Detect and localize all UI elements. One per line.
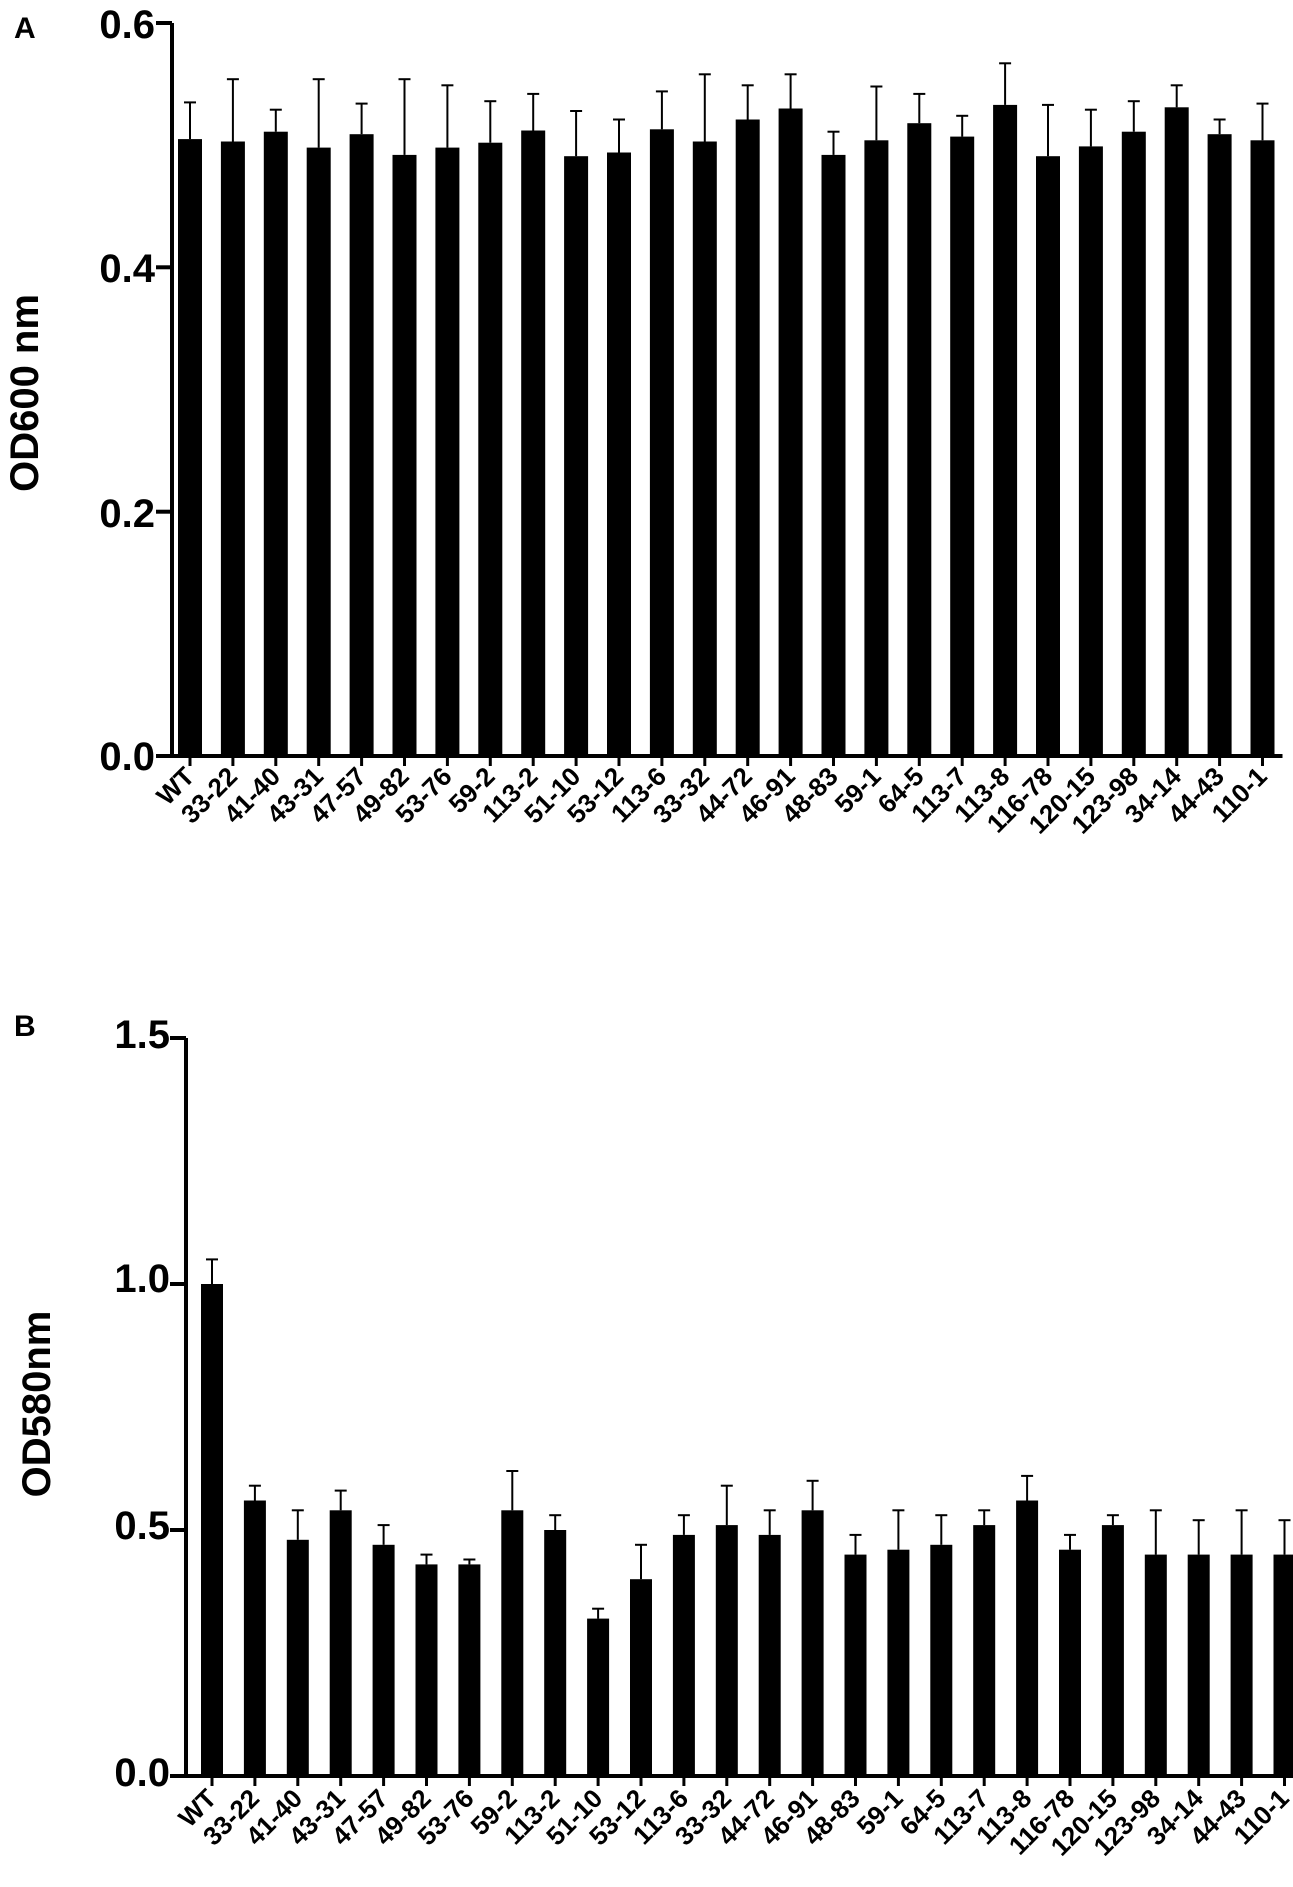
bar <box>1187 1554 1210 1776</box>
bar <box>564 156 589 756</box>
panel-b-y-tick-label: 1.5 <box>114 1013 170 1057</box>
bar <box>458 1564 481 1776</box>
bar <box>630 1579 652 1776</box>
bar <box>1078 146 1103 756</box>
bar <box>1230 1554 1253 1776</box>
panel-b-y-axis-label: OD580nm <box>15 1311 59 1498</box>
bar <box>435 147 460 757</box>
bar <box>1059 1549 1081 1776</box>
bar <box>201 1284 223 1776</box>
panel-a-y-ticks: 0.0 0.2 0.4 0.6 <box>99 3 155 779</box>
bar <box>1164 107 1189 757</box>
bar <box>887 1549 910 1776</box>
panel-b-x-tick-labels: WT33-2241-4043-3147-5749-8253-7659-2113-… <box>172 1783 1293 1862</box>
bar <box>178 139 202 757</box>
bar <box>758 1534 781 1776</box>
bar <box>286 1539 309 1776</box>
bar <box>1250 140 1275 757</box>
bar <box>415 1564 438 1776</box>
panel-a-y-tick-label: 0.0 <box>99 735 155 779</box>
bar <box>821 154 846 756</box>
bar <box>1121 131 1146 756</box>
panel-b-error-bars <box>206 1258 1291 1619</box>
panel-b-bars <box>201 1284 1293 1776</box>
panel-a-axes <box>156 21 1283 766</box>
bar <box>478 142 503 756</box>
bar <box>973 1525 996 1776</box>
bar <box>263 131 288 756</box>
panel-b-letter: B <box>14 1010 36 1043</box>
bar <box>306 147 331 757</box>
bar <box>1036 156 1060 756</box>
panel-a-y-tick-label: 0.2 <box>99 492 155 536</box>
bar <box>715 1525 738 1776</box>
panel-a-y-tick-label: 0.4 <box>99 247 155 291</box>
bar <box>950 136 975 757</box>
bar <box>672 1534 695 1776</box>
bar <box>735 119 760 756</box>
bar <box>1101 1525 1124 1776</box>
panel-a-error-bars <box>184 62 1269 157</box>
panel-b-y-tick-label: 0.5 <box>114 1504 170 1548</box>
bar <box>1016 1500 1039 1776</box>
panel-b-y-tick-label: 1.0 <box>114 1257 170 1301</box>
bar <box>1273 1554 1293 1776</box>
bar <box>801 1510 824 1776</box>
bar <box>844 1554 867 1776</box>
panel-a: A OD600 nm 0.0 0.2 0.4 0.6 WT33-2241-404… <box>3 3 1283 839</box>
bar <box>607 152 631 756</box>
bar <box>372 1544 395 1776</box>
panel-b-y-ticks: 0.0 0.5 1.0 1.5 <box>114 1013 170 1795</box>
bar <box>692 141 717 756</box>
bar <box>1207 134 1232 756</box>
bar <box>930 1544 953 1776</box>
bar <box>220 141 245 756</box>
panel-b: B OD580nm 0.0 0.5 1.0 1.5 WT33-2241-4043… <box>14 1010 1293 1861</box>
bar <box>521 130 546 756</box>
bar <box>501 1510 524 1776</box>
bar <box>243 1500 266 1776</box>
panel-a-x-tick-labels: WT33-2241-4043-3147-5749-8253-7659-2113-… <box>150 761 1272 840</box>
panel-a-letter: A <box>14 12 36 45</box>
bar <box>329 1510 352 1776</box>
bar <box>864 140 889 757</box>
bar <box>544 1530 567 1776</box>
bar <box>587 1618 610 1776</box>
panel-a-y-axis-label: OD600 nm <box>3 294 47 492</box>
panel-b-y-tick-label: 0.0 <box>114 1751 170 1795</box>
bar <box>349 134 374 756</box>
bar <box>993 104 1018 756</box>
bar <box>392 154 417 756</box>
panel-a-bars <box>178 104 1275 757</box>
bar <box>907 123 932 756</box>
bar <box>649 129 674 757</box>
panel-b-axes <box>170 1036 1293 1786</box>
bar <box>1144 1554 1167 1776</box>
bar <box>778 108 803 756</box>
panel-a-y-tick-label: 0.6 <box>99 3 155 47</box>
